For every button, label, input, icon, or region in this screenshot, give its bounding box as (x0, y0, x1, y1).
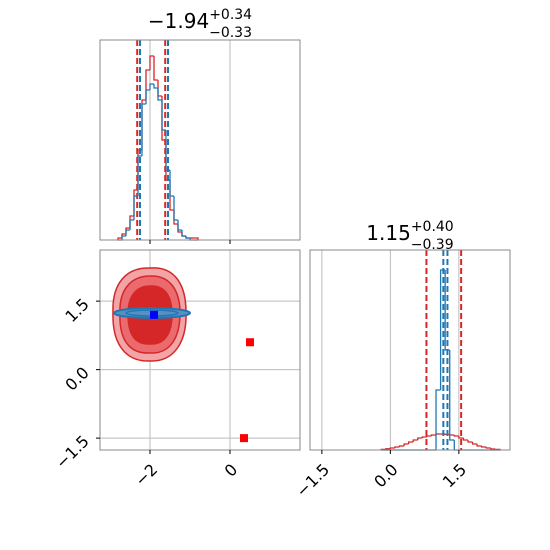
hist-step (149, 55, 154, 70)
title-1: −1.94+0.34 −0.33 (148, 7, 252, 41)
x-tick-label: 0.0 (370, 460, 401, 491)
hist-step (181, 230, 186, 237)
hist-step (153, 84, 158, 89)
title-value: 1.15 (366, 221, 411, 245)
x-tick-label: 0 (221, 460, 242, 481)
hist-step (398, 445, 405, 447)
title-minus: −0.39 (411, 237, 454, 253)
point (240, 434, 248, 443)
hist-step (385, 448, 391, 450)
y-tick-label: 1.5 (61, 295, 92, 326)
hist-step (153, 56, 158, 81)
hist-step (141, 103, 146, 156)
hist-step (169, 170, 174, 197)
hist-step (125, 229, 130, 236)
hist-step (435, 433, 441, 435)
hist-step (157, 88, 162, 101)
hist-step (185, 236, 190, 239)
hist-step (412, 439, 418, 442)
hist-step (476, 444, 482, 447)
panel-frame (99, 249, 301, 451)
panel-frame (309, 249, 511, 451)
hist-step (149, 83, 154, 90)
hist-step (471, 442, 478, 445)
hist-step (467, 440, 473, 443)
hist-step (389, 447, 395, 449)
hist-step (458, 436, 464, 439)
hist-step (417, 437, 423, 440)
hist-step (462, 438, 468, 441)
hist-step (129, 219, 134, 230)
title-plus: +0.40 (411, 219, 454, 235)
hist-step (421, 436, 427, 438)
hist-step (173, 196, 178, 221)
hist-step (426, 435, 432, 437)
hist-step (145, 89, 150, 104)
hist-step (490, 448, 496, 450)
hist-step (394, 446, 400, 448)
title-value: −1.94 (148, 9, 209, 33)
hist-step (453, 440, 459, 451)
hist-step (117, 237, 122, 240)
panel-frame (99, 39, 301, 241)
hist-step (485, 447, 491, 449)
point (150, 310, 158, 319)
title-plus: +0.34 (209, 7, 252, 23)
hist-step (194, 237, 199, 240)
hist-step (161, 100, 166, 131)
title-2: 1.15+0.40 −0.39 (366, 219, 453, 253)
hist-step (481, 446, 487, 448)
hist-step (121, 235, 126, 240)
y-tick-label: 0.0 (61, 363, 92, 394)
hist-step (177, 220, 182, 231)
title-minus: −0.33 (209, 25, 252, 41)
hist-step (449, 434, 455, 436)
y-tick-label: −1.5 (52, 432, 93, 473)
hist-step (453, 435, 459, 437)
contours (112, 267, 191, 362)
hist-step (449, 350, 455, 441)
x-tick-label: 1.5 (439, 460, 470, 491)
point (246, 338, 254, 347)
hist-step (137, 155, 142, 196)
x-tick-label: −2 (131, 460, 161, 490)
hist-step (133, 195, 138, 220)
x-tick-label: −1.5 (292, 460, 333, 501)
hist-step (407, 441, 414, 444)
hist-step (430, 434, 437, 436)
hist-step (403, 443, 409, 446)
hist-step (435, 389, 441, 450)
